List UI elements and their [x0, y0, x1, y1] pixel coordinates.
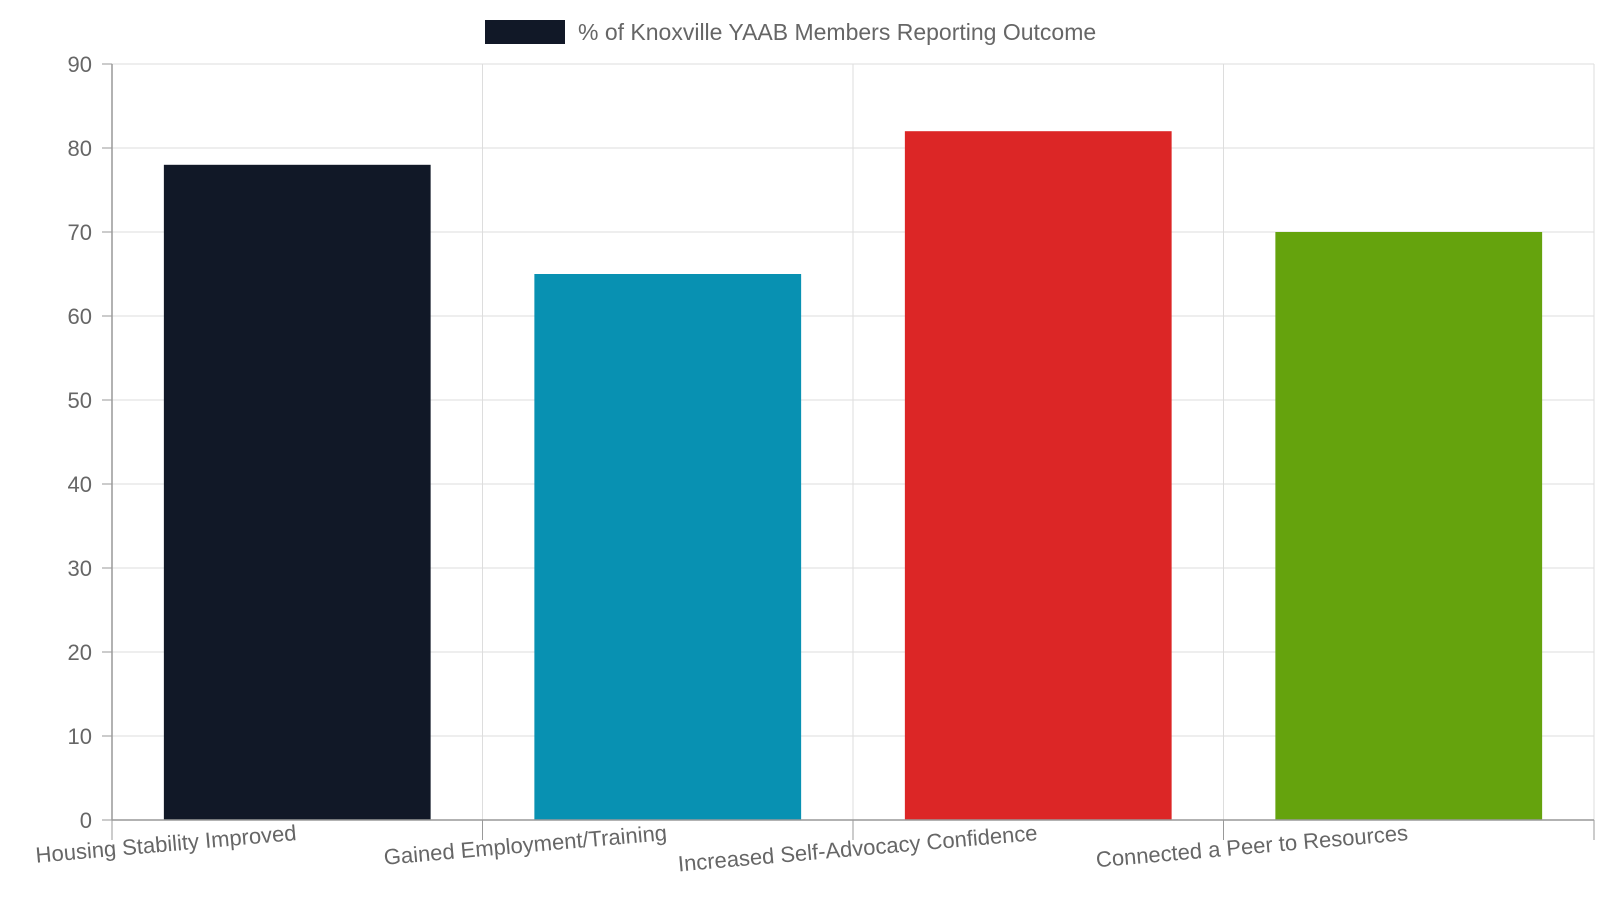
legend-swatch [485, 20, 565, 44]
x-tick-label: Connected a Peer to Resources [1095, 820, 1409, 872]
y-axis-tick-labels: 0 10 20 30 40 50 60 70 80 90 [68, 52, 92, 833]
y-tick-label: 80 [68, 136, 92, 161]
y-tick-label: 90 [68, 52, 92, 77]
y-tick-label: 70 [68, 220, 92, 245]
chart-legend: % of Knoxville YAAB Members Reporting Ou… [485, 19, 1096, 45]
y-tick-label: 60 [68, 304, 92, 329]
bar[interactable] [534, 274, 802, 820]
legend-label: % of Knoxville YAAB Members Reporting Ou… [578, 19, 1096, 45]
bars [163, 131, 1543, 821]
bar[interactable] [904, 131, 1172, 820]
x-tick-label: Increased Self-Advocacy Confidence [677, 820, 1039, 876]
axes [102, 63, 1595, 840]
y-tick-label: 20 [68, 640, 92, 665]
x-tick-label: Housing Stability Improved [35, 820, 298, 868]
x-tick-label: Gained Employment/Training [383, 820, 668, 870]
bar[interactable] [1275, 232, 1543, 820]
y-tick-label: 40 [68, 472, 92, 497]
y-tick-label: 10 [68, 724, 92, 749]
x-axis-tick-labels: Housing Stability Improved Gained Employm… [35, 820, 1409, 876]
y-tick-label: 30 [68, 556, 92, 581]
bar[interactable] [163, 164, 431, 821]
y-tick-label: 0 [80, 808, 92, 833]
y-tick-label: 50 [68, 388, 92, 413]
